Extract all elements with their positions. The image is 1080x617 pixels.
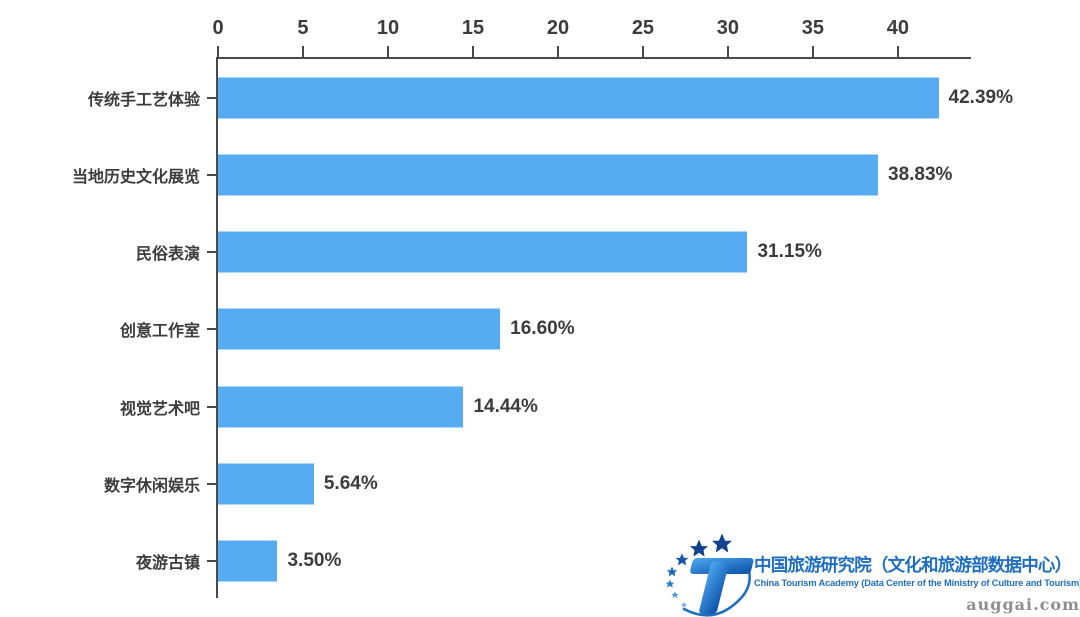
- category-label: 数字休闲娱乐: [103, 478, 200, 496]
- x-axis-tick-mark: [811, 46, 814, 57]
- logo-title-chinese: 中国旅游研究院（文化和旅游部数据中心）: [754, 555, 1072, 575]
- x-axis-tick-label: 30: [716, 17, 740, 39]
- bar: [218, 463, 314, 505]
- x-axis-tick-label: 10: [376, 17, 400, 39]
- x-axis-tick-mark: [641, 46, 644, 57]
- plot-area: 0 5 10 15 20 25 30 35 40 传统手工艺体验 42.39% 当地历史文化展览 38.…: [72, 17, 1013, 600]
- value-label: 14.44%: [473, 395, 538, 417]
- china-tourism-academy-logo-icon: [665, 533, 754, 617]
- watermark-text: auggai.com: [966, 595, 1080, 614]
- bar-row: 视觉艺术吧 14.44%: [120, 368, 971, 445]
- category-label: 夜游古镇: [135, 555, 200, 573]
- x-axis-tick-mark: [896, 46, 899, 57]
- x-axis-tick-label: 40: [886, 17, 910, 39]
- category-label: 创意工作室: [119, 323, 200, 341]
- bar-row: 夜游古镇 3.50%: [136, 523, 971, 600]
- bar-row: 民俗表演 31.15%: [136, 214, 971, 291]
- bar-row: 传统手工艺体验 42.39%: [88, 59, 1013, 136]
- y-axis-tick-mark: [207, 328, 216, 331]
- category-label: 视觉艺术吧: [119, 400, 200, 418]
- bar: [218, 77, 939, 119]
- logo-title-english: China Tourism Academy (Data Center of th…: [754, 578, 1080, 588]
- x-axis-tick-label: 0: [212, 17, 224, 39]
- x-axis-tick-label: 5: [297, 17, 309, 39]
- y-axis-tick-mark: [207, 560, 216, 563]
- x-axis-tick-mark: [217, 46, 219, 57]
- logo-text-block: 中国旅游研究院（文化和旅游部数据中心） China Tourism Academ…: [754, 553, 1080, 590]
- y-axis-tick-mark: [207, 405, 216, 408]
- x-axis-tick-label: 25: [631, 17, 655, 39]
- bar: [218, 308, 501, 350]
- y-axis-tick-mark: [207, 483, 216, 486]
- x-axis-tick-mark: [726, 46, 729, 57]
- bar: [218, 540, 278, 582]
- x-axis-tick-mark: [471, 46, 474, 57]
- bar-row: 创意工作室 16.60%: [120, 291, 971, 368]
- bar: [218, 386, 464, 428]
- x-axis-tick-label: 20: [546, 17, 570, 39]
- value-label: 5.64%: [323, 473, 378, 495]
- bar: [218, 231, 748, 273]
- value-label: 3.50%: [287, 550, 342, 572]
- value-label: 38.83%: [888, 163, 953, 185]
- category-label: 民俗表演: [135, 246, 200, 264]
- x-axis-tick-mark: [301, 46, 304, 57]
- bar-row: 当地历史文化展览 38.83%: [72, 136, 971, 213]
- x-axis-tick-mark: [556, 46, 559, 57]
- value-label: 42.39%: [948, 86, 1013, 108]
- branding-block: 中国旅游研究院（文化和旅游部数据中心） China Tourism Academ…: [658, 531, 1080, 617]
- y-axis-tick-mark: [207, 251, 216, 254]
- x-axis-tick-mark: [386, 46, 389, 57]
- y-axis-tick-mark: [207, 173, 216, 176]
- value-label: 16.60%: [510, 318, 575, 340]
- bar-row: 数字休闲娱乐 5.64%: [104, 445, 971, 522]
- x-axis-tick-label: 35: [801, 17, 825, 39]
- y-axis-tick-mark: [207, 96, 216, 99]
- value-label: 31.15%: [757, 241, 822, 263]
- category-label: 传统手工艺体验: [87, 91, 200, 109]
- x-axis-tick-label: 15: [461, 17, 485, 39]
- category-label: 当地历史文化展览: [71, 168, 200, 186]
- bar: [218, 154, 879, 196]
